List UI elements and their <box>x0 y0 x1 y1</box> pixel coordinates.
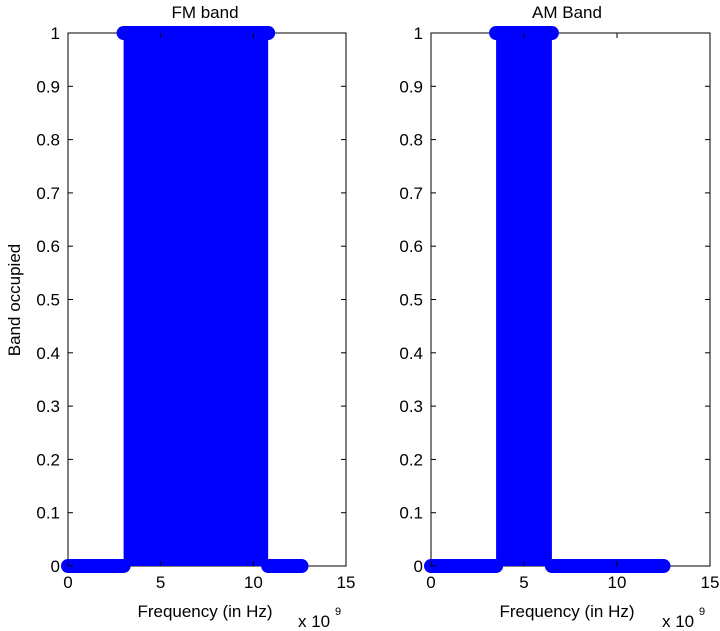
fm-plot-area: 00.10.20.30.40.50.60.70.80.910 5 10 15 <box>36 24 355 592</box>
am-ytick-label-6: 0.6 <box>399 237 423 256</box>
fm-chart-title: FM band <box>171 3 238 22</box>
am-xtick-label-0: 0 <box>426 573 435 592</box>
am-band-plot: AM Band Frequency (in Hz) x 10 9 0 0.1 0.2… <box>399 3 719 631</box>
am-ytick-label-0: 0 <box>414 557 423 576</box>
am-x-axis-title: Frequency (in Hz) <box>499 602 634 621</box>
fm-ytick-label-4: 0.4 <box>36 344 60 363</box>
fm-x-scale-exponent: 9 <box>335 606 341 618</box>
fm-ytick-label-7: 0.7 <box>36 184 60 203</box>
fm-y-axis-title: Band occupied <box>5 244 24 356</box>
fm-band-plot: FM band Band occupied Frequency (in Hz) … <box>5 3 355 631</box>
am-ytick-label-4: 0.4 <box>399 344 423 363</box>
am-x-scale-exponent: 9 <box>699 606 705 618</box>
fm-xtick-label-1: 5 <box>156 573 165 592</box>
fm-xtick-label-0: 0 <box>63 573 72 592</box>
am-x-scale-label: x 10 <box>662 612 694 631</box>
am-ytick-label-9: 0.9 <box>399 77 423 96</box>
am-chart-title: AM Band <box>532 3 602 22</box>
am-ytick-label-7: 0.7 <box>399 184 423 203</box>
fm-ytick-label-10: 1 <box>51 24 60 43</box>
fm-x-scale-label: x 10 <box>298 612 330 631</box>
fm-xtick-label-3: 15 <box>337 573 356 592</box>
am-ytick-label-3: 0.3 <box>399 397 423 416</box>
am-xtick-label-3: 15 <box>701 573 720 592</box>
am-ytick-label-10: 1 <box>414 24 423 43</box>
am-ytick-label-2: 0.2 <box>399 450 423 469</box>
am-xtick-label-1: 5 <box>519 573 528 592</box>
am-xtick-label-2: 10 <box>608 573 627 592</box>
am-ytick-label-5: 0.5 <box>399 291 423 310</box>
fm-ytick-label-2: 0.2 <box>36 450 60 469</box>
am-plot-area: 00.10.20.30.40.50.60.70.80.910 5 10 15 <box>399 24 719 592</box>
fm-ytick-label-1: 0.1 <box>36 504 60 523</box>
fm-ytick-label-8: 0.8 <box>36 131 60 150</box>
fm-ytick-label-5: 0.5 <box>36 291 60 310</box>
fm-xtick-label-2: 10 <box>244 573 263 592</box>
am-occupied-band <box>496 33 552 566</box>
fm-x-axis-title: Frequency (in Hz) <box>137 602 272 621</box>
fm-ytick-label-3: 0.3 <box>36 397 60 416</box>
am-ytick-label-1: 0.1 <box>399 504 423 523</box>
fm-ytick-label-6: 0.6 <box>36 237 60 256</box>
fm-ytick-label-9: 0.9 <box>36 77 60 96</box>
fm-occupied-band <box>123 33 269 566</box>
fm-ytick-label-0: 0 <box>51 557 60 576</box>
am-ytick-label-8: 0.8 <box>399 131 423 150</box>
